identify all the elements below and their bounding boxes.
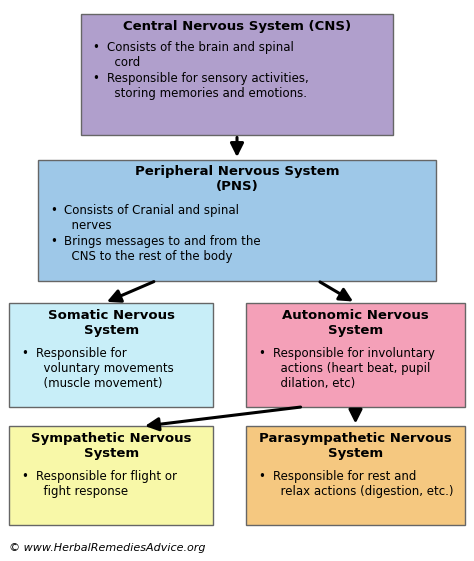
Text: •: • <box>92 41 100 54</box>
Text: Responsible for rest and
  relax actions (digestion, etc.): Responsible for rest and relax actions (… <box>273 470 453 498</box>
Text: Parasympathetic Nervous
System: Parasympathetic Nervous System <box>259 432 452 460</box>
Text: Peripheral Nervous System
(PNS): Peripheral Nervous System (PNS) <box>135 165 339 194</box>
FancyBboxPatch shape <box>246 303 465 407</box>
Text: Somatic Nervous
System: Somatic Nervous System <box>48 309 175 337</box>
Text: •: • <box>50 235 57 248</box>
Text: •: • <box>258 470 265 483</box>
FancyBboxPatch shape <box>9 426 213 525</box>
Text: •: • <box>92 72 100 85</box>
Text: •: • <box>258 347 265 360</box>
Text: Central Nervous System (CNS): Central Nervous System (CNS) <box>123 20 351 33</box>
Text: •: • <box>21 470 28 483</box>
Text: •: • <box>21 347 28 360</box>
FancyBboxPatch shape <box>38 160 436 280</box>
Text: Responsible for sensory activities,
  storing memories and emotions.: Responsible for sensory activities, stor… <box>107 72 309 100</box>
Text: Responsible for
  voluntary movements
  (muscle movement): Responsible for voluntary movements (mus… <box>36 347 173 390</box>
FancyBboxPatch shape <box>81 14 393 135</box>
FancyBboxPatch shape <box>9 303 213 407</box>
Text: Consists of Cranial and spinal
  nerves: Consists of Cranial and spinal nerves <box>64 204 239 232</box>
FancyBboxPatch shape <box>246 426 465 525</box>
Text: Responsible for flight or
  fight response: Responsible for flight or fight response <box>36 470 176 498</box>
Text: Autonomic Nervous
System: Autonomic Nervous System <box>282 309 429 337</box>
Text: Responsible for involuntary
  actions (heart beat, pupil
  dilation, etc): Responsible for involuntary actions (hea… <box>273 347 435 390</box>
Text: •: • <box>50 204 57 217</box>
Text: Sympathetic Nervous
System: Sympathetic Nervous System <box>31 432 191 460</box>
Text: © www.HerbalRemediesAdvice.org: © www.HerbalRemediesAdvice.org <box>9 542 206 553</box>
Text: Brings messages to and from the
  CNS to the rest of the body: Brings messages to and from the CNS to t… <box>64 235 261 263</box>
Text: Consists of the brain and spinal
  cord: Consists of the brain and spinal cord <box>107 41 293 69</box>
